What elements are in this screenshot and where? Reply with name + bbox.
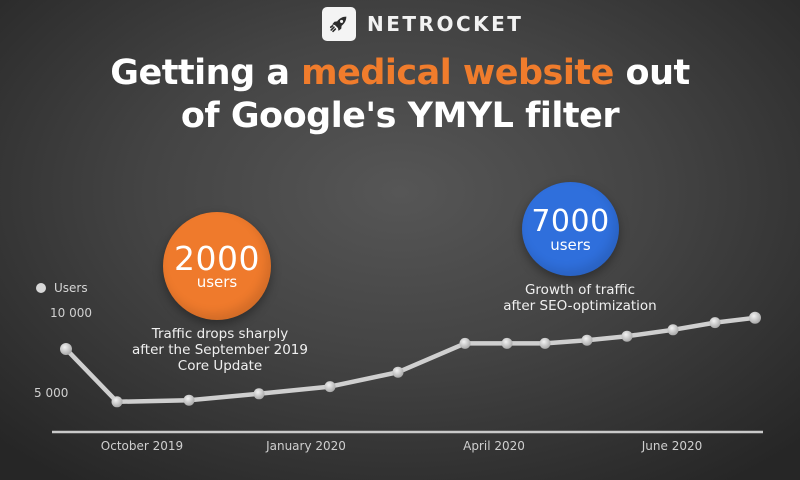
x-tick-april-2020: April 2020 — [463, 439, 525, 453]
data-point — [581, 334, 593, 346]
data-point — [667, 324, 679, 336]
chart-legend: Users — [36, 281, 88, 295]
data-point — [111, 396, 123, 408]
drop-callout-bubble: 2000 users — [163, 212, 271, 320]
growth-unit: users — [550, 235, 591, 254]
data-point — [621, 330, 633, 342]
data-point — [60, 343, 72, 355]
legend-label: Users — [54, 281, 88, 295]
growth-value: 7000 — [531, 203, 610, 239]
data-point — [459, 337, 471, 349]
x-tick-october-2019: October 2019 — [100, 439, 184, 453]
data-point — [183, 394, 195, 406]
growth-callout-bubble: 7000 users — [522, 182, 619, 276]
legend-dot-icon — [36, 283, 46, 293]
brand-name: NETROCKET — [367, 12, 524, 36]
drop-unit: users — [196, 272, 238, 291]
users-series-points — [60, 311, 761, 408]
y-tick-10000: 10 000 — [50, 306, 92, 320]
page-title: Getting a medical website out of Google'… — [0, 52, 800, 138]
data-point — [324, 381, 336, 393]
x-tick-june-2020: June 2020 — [641, 439, 703, 453]
drop-value: 2000 — [174, 238, 260, 278]
users-series-line — [63, 315, 758, 405]
data-point — [749, 311, 761, 324]
y-tick-5000: 5 000 — [34, 386, 69, 400]
data-point — [539, 337, 551, 349]
drop-caption: Traffic drops sharply after the Septembe… — [132, 326, 308, 374]
x-tick-january-2020: January 2020 — [266, 439, 346, 453]
brand-logo: NETROCKET — [322, 7, 523, 41]
data-point — [392, 366, 404, 378]
data-point — [501, 337, 513, 349]
data-point — [253, 388, 265, 400]
title-highlight: medical website — [301, 53, 614, 93]
data-point — [709, 317, 721, 329]
title-line-2: of Google's YMYL filter — [180, 96, 620, 136]
title-line-1: Getting a medical website out — [110, 53, 690, 93]
rocket-icon — [322, 7, 356, 41]
growth-caption: Growth of traffic after SEO-optimization — [503, 282, 657, 314]
